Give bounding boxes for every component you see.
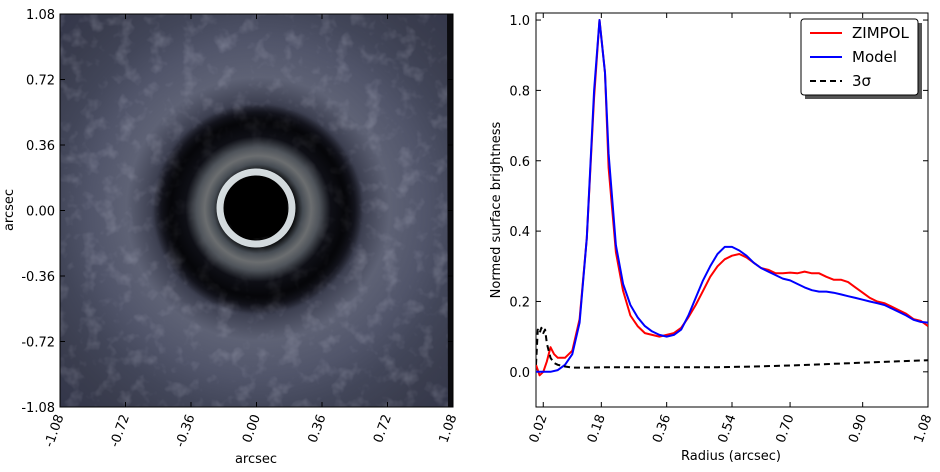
image-x-tick-label: -0.36 [173,413,199,450]
profile-y-tick-label: 0.6 [509,155,530,170]
legend: ZIMPOL Model 3σ [800,18,922,99]
image-y-tick-label: 1.08 [26,8,55,23]
profile-x-tick-label: 0.70 [774,413,798,445]
legend-label-zimpol: ZIMPOL [852,24,909,42]
profile-y-tick-label: 1.0 [509,14,530,29]
profile-x-tick-label: 0.18 [585,413,609,445]
image-x-axis-label: arcsec [235,452,277,467]
profile-series [536,19,928,377]
profile-y-ticks: 0.0 0.2 0.4 0.6 0.8 1.0 [509,14,928,381]
image-y-tick-label: 0.72 [26,74,55,89]
image-y-tick-label: -0.36 [21,270,55,285]
image-panel: 1.08 0.72 0.36 0.00 -0.36 -0.72 -1.08 -1.08 -0.… [2,8,461,467]
profile-x-tick-label: 0.02 [527,413,551,445]
image-x-tick-label: 0.36 [306,413,330,445]
legend-label-3sigma: 3σ [852,72,872,90]
image-y-tick-label: 0.36 [26,139,55,154]
profile-y-tick-label: 0.8 [509,84,530,99]
bright-ring [216,168,296,248]
image-y-tick-label: 0.00 [26,205,55,220]
series-line-model [536,19,928,373]
image-y-tick-label: -1.08 [21,401,55,416]
image-x-tick-label: -1.08 [42,413,68,450]
image-x-tick-label: 0.72 [371,413,395,445]
profile-y-axis-label: Normed surface brightness [489,121,504,298]
legend-box [800,18,919,96]
profile-x-axis-label: Radius (arcsec) [681,449,781,464]
image-y-axis-label: arcsec [2,189,17,231]
image-x-tick-label: -0.72 [107,413,133,450]
legend-label-model: Model [852,48,897,66]
profile-y-tick-label: 0.0 [509,366,530,381]
profile-x-tick-label: 0.54 [716,413,740,445]
profile-panel: 0.0 0.2 0.4 0.6 0.8 1.0 0.02 0.18 0.36 0.54 0.70 0… [489,12,936,464]
profile-y-tick-label: 0.4 [509,225,530,240]
image-x-tick-label: 0.00 [240,413,264,445]
central-mask [225,176,287,238]
series-line-3- [536,326,928,369]
profile-x-tick-label: 1.08 [912,413,936,445]
image-y-ticks: 1.08 0.72 0.36 0.00 -0.36 -0.72 -1.08 [21,8,453,416]
profile-x-tick-label: 0.36 [650,413,674,445]
image-x-tick-label: 1.08 [437,413,461,445]
profile-x-tick-label: 0.90 [846,413,870,445]
profile-y-tick-label: 0.2 [509,295,530,310]
image-y-tick-label: -0.72 [21,336,55,351]
